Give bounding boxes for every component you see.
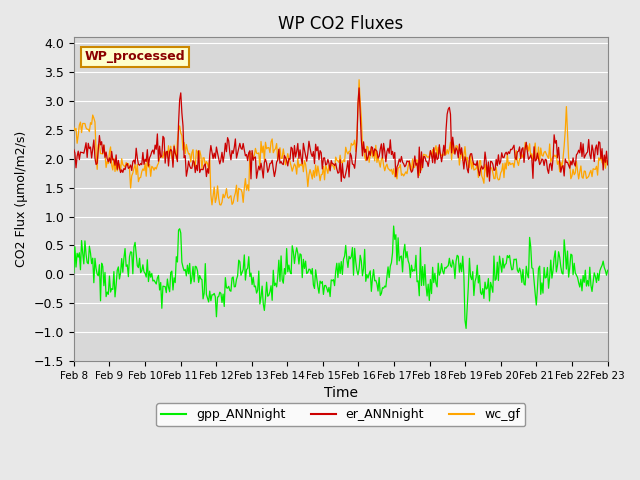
X-axis label: Time: Time <box>324 386 358 400</box>
Legend: gpp_ANNnight, er_ANNnight, wc_gf: gpp_ANNnight, er_ANNnight, wc_gf <box>156 403 525 426</box>
Y-axis label: CO2 Flux (μmol/m2/s): CO2 Flux (μmol/m2/s) <box>15 131 28 267</box>
Title: WP CO2 Fluxes: WP CO2 Fluxes <box>278 15 403 33</box>
Text: WP_processed: WP_processed <box>84 50 185 63</box>
